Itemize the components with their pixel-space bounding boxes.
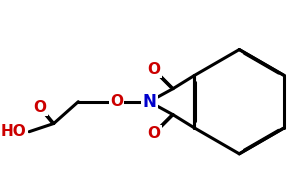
Text: O: O xyxy=(147,62,161,77)
Text: N: N xyxy=(142,93,156,111)
Text: O: O xyxy=(34,100,46,115)
Text: HO: HO xyxy=(1,124,26,139)
Text: O: O xyxy=(147,126,161,141)
Text: O: O xyxy=(110,94,123,109)
